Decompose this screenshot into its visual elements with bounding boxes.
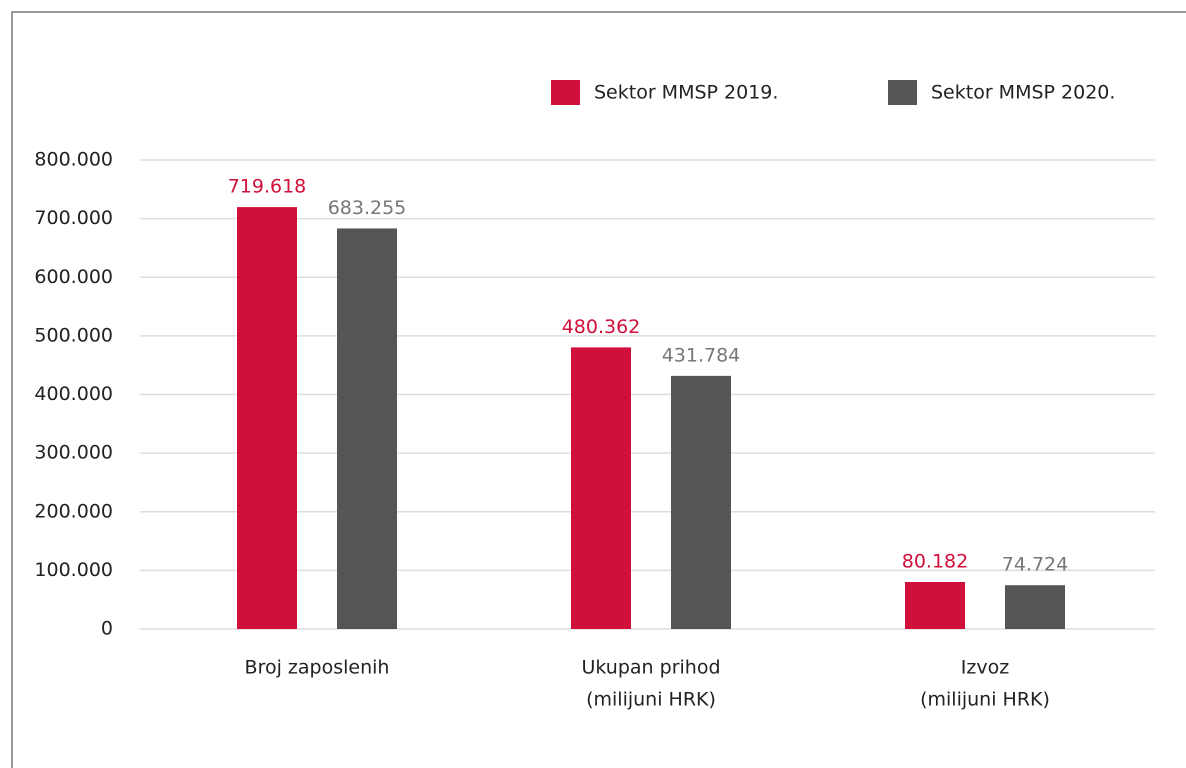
bar <box>671 375 731 629</box>
legend-swatch <box>888 80 917 105</box>
x-tick-label: (milijuni HRK) <box>586 689 716 711</box>
y-tick-label: 200.000 <box>34 500 113 522</box>
y-tick-label: 500.000 <box>34 324 113 346</box>
x-tick-label: (milijuni HRK) <box>920 689 1050 711</box>
bar <box>337 228 397 629</box>
legend-label: Sektor MMSP 2020. <box>931 82 1115 104</box>
bar <box>1005 585 1065 629</box>
frame <box>11 11 1186 768</box>
x-tick-label: Izvoz <box>961 657 1009 679</box>
y-tick-label: 400.000 <box>34 383 113 405</box>
x-tick-label: Ukupan prihod <box>581 657 720 679</box>
y-tick-label: 700.000 <box>34 207 113 229</box>
bar <box>571 347 631 629</box>
y-tick-label: 800.000 <box>34 149 113 171</box>
bar <box>905 581 965 629</box>
legend-swatch <box>551 80 580 105</box>
y-tick-label: 100.000 <box>34 559 113 581</box>
value-label: 80.182 <box>902 550 968 572</box>
bar <box>237 207 297 629</box>
value-label: 683.255 <box>328 197 407 219</box>
value-label: 431.784 <box>662 344 741 366</box>
value-label: 719.618 <box>228 176 307 198</box>
y-tick-label: 300.000 <box>34 442 113 464</box>
value-label: 74.724 <box>1002 554 1068 576</box>
legend-label: Sektor MMSP 2019. <box>594 82 778 104</box>
x-tick-label: Broj zaposlenih <box>245 657 390 679</box>
value-label: 480.362 <box>562 316 641 338</box>
y-tick-label: 600.000 <box>34 266 113 288</box>
y-tick-label: 0 <box>101 618 113 640</box>
